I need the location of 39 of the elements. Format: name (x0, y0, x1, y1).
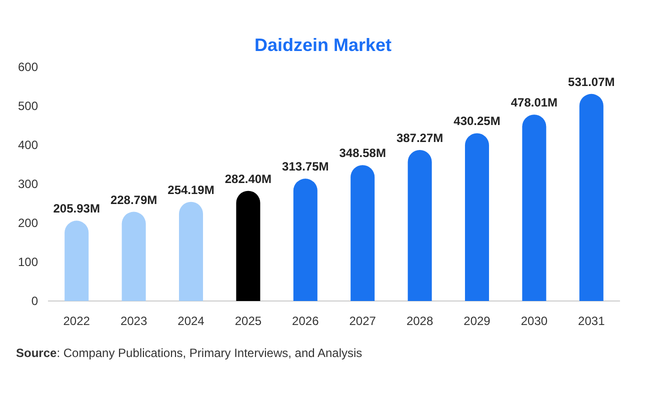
data-label: 430.25M (454, 114, 500, 128)
bar (293, 178, 318, 301)
bar (350, 165, 375, 301)
data-label: 387.27M (396, 130, 444, 145)
bar (122, 212, 146, 301)
bar (178, 202, 204, 301)
bar (236, 190, 260, 301)
bar (64, 220, 89, 301)
source-note: Source: Company Publications, Primary Interviews, and Analysis (16, 346, 362, 360)
data-label: 282.40M (224, 172, 272, 186)
y-tick-label: 200 (18, 216, 38, 230)
y-tick-label: 300 (18, 177, 38, 192)
data-label: 254.19M (168, 182, 214, 197)
data-label: 205.93M (53, 202, 100, 216)
data-label: 348.58M (339, 146, 386, 160)
x-tick-label: 2031 (578, 314, 606, 328)
chart-title: Daidzein Market (254, 35, 392, 55)
y-tick-label: 100 (18, 255, 38, 270)
x-tick-label: 2026 (292, 314, 320, 328)
x-tick-label: 2027 (349, 314, 376, 328)
x-tick-label: 2030 (520, 314, 548, 328)
data-label: 531.07M (568, 74, 615, 89)
x-tick-label: 2029 (464, 314, 491, 328)
x-tick-label: 2028 (406, 314, 434, 328)
y-tick-label: 500 (18, 99, 38, 114)
data-label: 313.75M (282, 160, 329, 174)
bar (464, 133, 490, 301)
x-tick-label: 2025 (234, 314, 262, 328)
bar (579, 94, 604, 301)
y-tick-label: 600 (18, 60, 38, 74)
data-label: 478.01M (510, 96, 558, 110)
data-label: 228.79M (110, 192, 158, 207)
x-tick-label: 2023 (120, 314, 148, 328)
y-tick-label: 400 (18, 138, 38, 152)
x-tick-label: 2022 (63, 314, 90, 328)
y-tick-label: 0 (31, 294, 38, 308)
bar (408, 150, 432, 301)
bar (522, 114, 546, 301)
x-tick-label: 2024 (178, 314, 205, 328)
